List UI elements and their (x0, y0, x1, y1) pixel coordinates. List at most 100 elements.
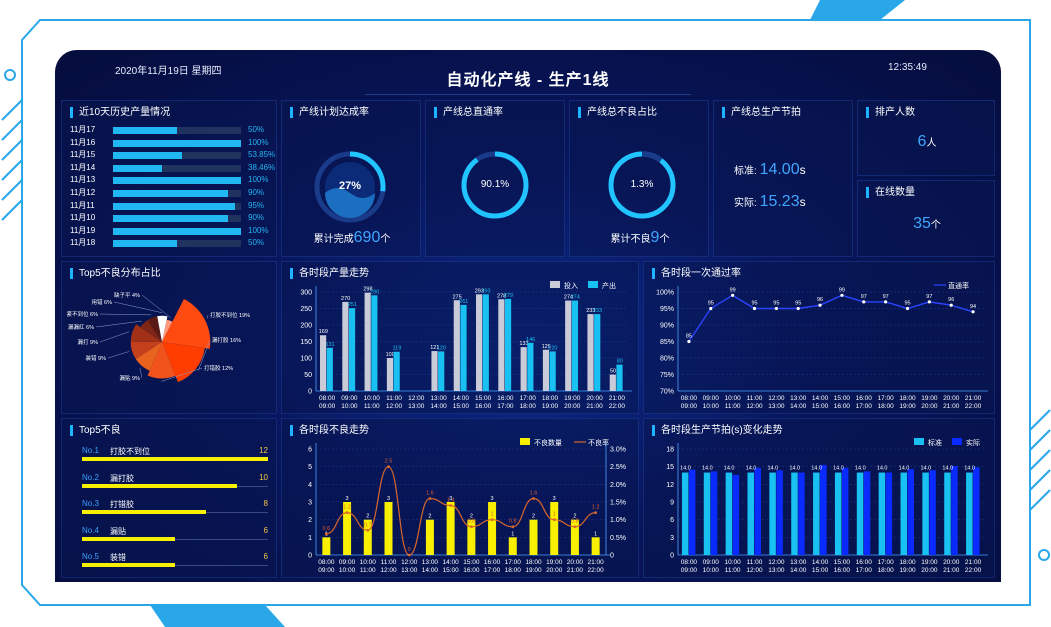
bar-value-label: 293 (475, 288, 484, 294)
point-value-label: 1.2 (343, 505, 351, 511)
top5-row: No.2 漏打胶 10 (82, 473, 268, 495)
line-series (326, 466, 596, 556)
x-tick-label: 10:00 (703, 403, 720, 410)
history-bar-fill (113, 139, 241, 147)
page-title: 自动化产线 - 生产1线 (446, 72, 610, 89)
x-tick-label: 20:00 (564, 403, 581, 410)
bar-value-label: 14.0 (855, 466, 866, 472)
bar-value-label: 1 (511, 531, 514, 537)
x-tick-label: 16:00 (856, 395, 873, 402)
line-point (905, 306, 910, 311)
history-date: 11月12 (70, 188, 96, 197)
y-tick-label: 90% (660, 323, 674, 330)
point-value-label: 85 (686, 334, 692, 340)
y-tick-label: 100% (656, 290, 674, 297)
x-tick-label: 14:00 (422, 567, 439, 574)
pie-leader-line (99, 331, 130, 343)
bar-value-label: 2 (428, 514, 431, 520)
x-tick-label: 17:00 (484, 567, 501, 574)
line-point (971, 310, 975, 314)
point-value-label: 1.2 (592, 505, 600, 511)
bar (438, 351, 445, 391)
line-point (709, 306, 713, 311)
history-bar-fill (113, 227, 241, 235)
x-tick-label: 13:00 (430, 395, 447, 402)
top5-name: 装错 (110, 553, 126, 562)
bar-value-label: 274 (571, 295, 580, 301)
plan-gauge (314, 151, 386, 223)
top5-name: 漏打胶 (110, 473, 134, 483)
x-tick-label: 20:00 (921, 403, 938, 410)
top5-rank: No.4 (82, 525, 99, 535)
x-tick-label: 14:00 (453, 395, 470, 402)
point-value-label: 95 (751, 301, 757, 307)
y-tick-label: 0 (308, 389, 312, 396)
pie-leader-line (198, 339, 211, 371)
top5-value: 10 (259, 472, 268, 482)
line-point (818, 303, 822, 307)
history-row: 11月11 95% (70, 201, 276, 211)
x-tick-label: 17:00 (520, 395, 537, 402)
history-row: 11月14 38.46% (70, 163, 276, 173)
bar (594, 314, 601, 391)
point-value-label: 97 (926, 294, 932, 300)
bar-value-label: 14.0 (768, 466, 779, 472)
top5-bar-fill (82, 483, 237, 488)
bar-value-label: 293 (481, 288, 490, 294)
x-tick-label: 21:00 (943, 403, 960, 410)
y-tick-label: 300 (300, 290, 312, 297)
pie-leader-line (95, 320, 142, 328)
bar (476, 294, 483, 391)
x-tick-label: 08:00 (318, 559, 335, 566)
defect-title: 产线总不良占比 (578, 107, 657, 118)
bar (754, 467, 761, 555)
bar (482, 294, 489, 391)
pie-leader-line (107, 351, 130, 359)
staff-unit: 人 (926, 138, 937, 149)
point-value-label: 97 (861, 294, 867, 300)
x-tick-label: 20:00 (546, 567, 563, 574)
x-tick-label: 10:00 (341, 403, 358, 410)
x-tick-label: 08:00 (681, 559, 698, 566)
y-tick-label: 250 (300, 306, 312, 313)
online-unit: 个 (930, 220, 941, 231)
x-tick-label: 22:00 (965, 403, 982, 410)
history-row: 11月19 100% (70, 226, 276, 236)
x-tick-label: 19:00 (546, 559, 563, 566)
pie-leader-line (141, 294, 171, 318)
x-tick-label: 15:00 (453, 403, 470, 410)
x-tick-label: 15:00 (834, 395, 851, 402)
bar-value-label: 146 (526, 337, 535, 343)
line-point (407, 553, 411, 557)
x-tick-label: 09:00 (339, 559, 356, 566)
bar-value-label: 14.0 (702, 466, 713, 472)
history-bar-track (113, 127, 241, 134)
takt-act-value: 15.23 (759, 193, 800, 210)
x-tick-label: 16:00 (475, 403, 492, 410)
line-point (428, 497, 432, 500)
x-tick-label: 12:00 (386, 403, 403, 410)
legend-swatch (914, 438, 924, 445)
top5-panel: Top5不良 No.1 打胶不到位 12 No.2 漏打胶 10 No.3 打错胶 8 No.4 漏… (61, 418, 277, 578)
y-tick-label: 85% (660, 339, 674, 346)
pie-label: 漏打胶 16% (212, 336, 241, 344)
bar (688, 469, 696, 555)
bar (616, 364, 623, 391)
takt-act-unit: s (799, 195, 806, 209)
bar (571, 300, 579, 391)
pie-label: 打错胶 12% (204, 364, 233, 372)
bar-value-label: 1 (594, 531, 597, 537)
history-date: 11月10 (70, 213, 96, 223)
history-bar-track (113, 139, 241, 147)
bar-value-label: 133 (519, 341, 528, 347)
bar-value-label: 14.0 (899, 466, 910, 472)
bar (813, 472, 820, 555)
bar-value-label: 119 (393, 346, 402, 352)
x-tick-label: 11:00 (747, 395, 763, 402)
x-tick-label: 20:00 (943, 559, 960, 566)
line-point (324, 532, 328, 536)
x-tick-label: 20:00 (921, 567, 938, 574)
top5-row: No.5 装错 6 (82, 552, 268, 574)
point-value-label: 95 (708, 301, 714, 307)
y-tick-label: 12 (666, 482, 674, 489)
